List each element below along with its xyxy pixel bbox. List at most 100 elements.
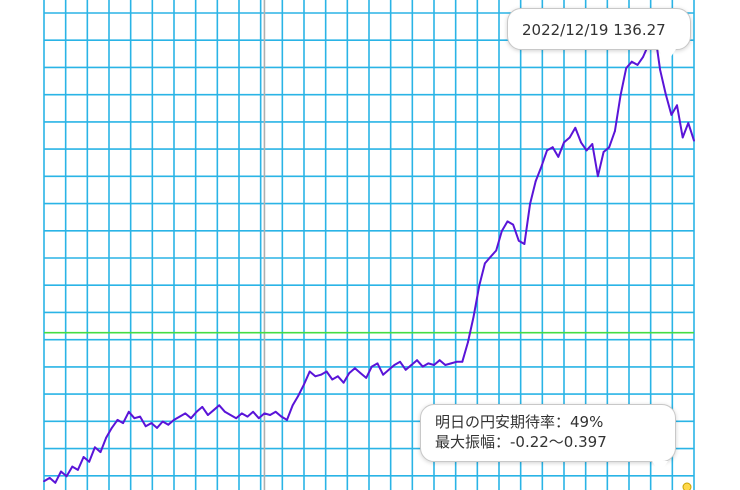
data-point (636, 64, 639, 66)
tooltip-text: 2022/12/19 136.27 (522, 21, 666, 39)
data-point (218, 404, 221, 407)
data-point (365, 377, 368, 379)
data-point (478, 285, 481, 287)
data-point (500, 230, 503, 233)
data-point (246, 415, 249, 418)
data-point (359, 372, 362, 374)
data-point (325, 370, 328, 373)
data-point (574, 126, 577, 129)
data-point (77, 469, 79, 471)
data-point (512, 223, 514, 226)
data-point (495, 249, 498, 252)
data-point (664, 93, 667, 95)
data-point (240, 412, 243, 415)
data-point (122, 422, 124, 424)
data-point (167, 423, 170, 426)
data-point (619, 94, 622, 97)
data-point (48, 477, 51, 479)
data-point (71, 465, 74, 468)
data-point (551, 146, 554, 149)
tooltip-tail (658, 49, 676, 63)
chart-series (43, 28, 695, 484)
data-point (144, 425, 147, 428)
data-point (484, 262, 486, 265)
data-point (557, 156, 560, 158)
data-point (529, 202, 531, 205)
data-point (342, 381, 345, 384)
data-point (337, 375, 339, 378)
data-point (207, 414, 209, 416)
data-point (99, 451, 102, 453)
info-bubble: 明日の円安期待率：49% 最大振幅：-0.22～0.397 (420, 404, 676, 462)
data-point (438, 359, 441, 362)
data-point (297, 394, 300, 397)
data-point (43, 480, 45, 483)
data-point (563, 141, 565, 144)
data-point (286, 419, 288, 421)
data-point (506, 220, 509, 223)
data-point (173, 419, 175, 421)
data-point (517, 239, 520, 242)
data-point (687, 122, 690, 124)
data-point (676, 104, 678, 107)
data-point (608, 146, 611, 149)
data-point (602, 151, 605, 153)
data-point (659, 68, 661, 71)
series-line (43, 28, 695, 484)
corner-marker (682, 482, 692, 490)
data-point (467, 341, 469, 344)
data-point (257, 417, 260, 420)
data-point (461, 360, 464, 363)
info-line-expectation: 明日の円安期待率：49% (435, 413, 604, 431)
data-point (625, 67, 628, 69)
data-point (110, 427, 113, 429)
data-point (580, 141, 582, 144)
data-point (201, 406, 204, 408)
data-point (421, 365, 424, 368)
data-point (455, 360, 458, 363)
data-point (630, 60, 633, 63)
data-point (399, 360, 401, 363)
data-point (410, 364, 413, 366)
data-point (489, 256, 492, 258)
data-point (387, 368, 390, 371)
data-point (60, 470, 62, 473)
data-point (303, 383, 305, 386)
data-point (314, 375, 317, 378)
reference-lines (44, 0, 694, 490)
data-point (184, 412, 187, 415)
data-point (681, 136, 684, 139)
data-point (523, 243, 526, 245)
data-point (178, 415, 181, 418)
info-line-amplitude: 最大振幅：-0.22～0.397 (435, 433, 607, 451)
data-point (427, 362, 430, 365)
data-point (263, 412, 266, 415)
data-point (472, 315, 475, 318)
data-point (348, 372, 351, 374)
data-point (540, 165, 543, 168)
data-point (670, 114, 673, 116)
data-point (444, 364, 447, 366)
info-tail (652, 461, 668, 473)
data-point (139, 415, 142, 418)
data-point (585, 149, 588, 152)
data-point (433, 364, 435, 366)
data-point (546, 149, 548, 152)
data-point (614, 130, 616, 133)
data-point (393, 364, 396, 366)
data-point (224, 410, 226, 413)
data-point (133, 417, 136, 420)
data-point (269, 414, 271, 416)
data-point (320, 373, 322, 376)
data-point (54, 481, 57, 484)
data-point (376, 362, 379, 365)
data-point (274, 410, 277, 413)
data-point (65, 475, 68, 478)
data-point (127, 410, 130, 413)
data-point (404, 368, 407, 371)
data-point (370, 365, 373, 368)
data-point (82, 456, 85, 458)
data-point (105, 436, 108, 439)
data-point (229, 414, 232, 416)
data-point (591, 143, 594, 145)
